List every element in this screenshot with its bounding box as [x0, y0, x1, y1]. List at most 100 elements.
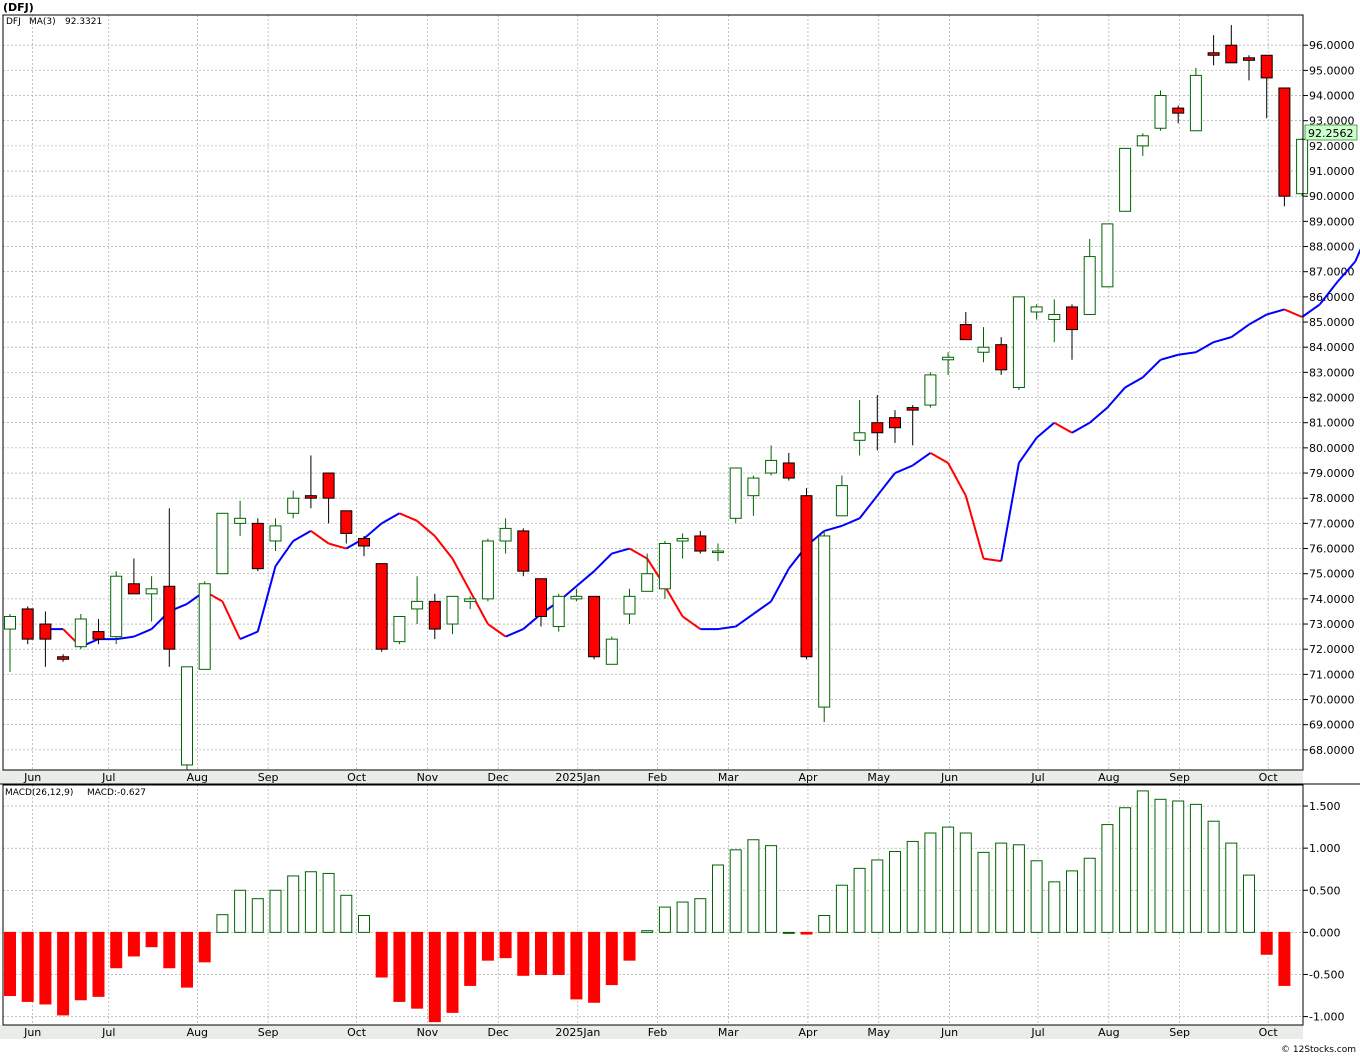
price-tick-label: 68.0000 [1309, 744, 1355, 757]
candle-body [835, 485, 848, 517]
x-tick-label: Apr [798, 771, 818, 784]
price-tick-label: 83.0000 [1309, 366, 1355, 379]
ma-segment [1248, 313, 1268, 326]
macd-bar [234, 889, 247, 933]
price-tick-label: 69.0000 [1309, 719, 1355, 732]
price-tick-label: 89.0000 [1309, 215, 1355, 228]
ma-segment [1089, 406, 1109, 424]
x-tick-label: Jul [101, 771, 115, 784]
x-tick-label: Mar [718, 771, 739, 784]
x-tick-label: Oct [347, 1026, 367, 1039]
x-tick-label: Dec [488, 1026, 509, 1039]
candle-body [517, 530, 530, 572]
ma-segment [116, 635, 135, 641]
x-tick-label: May [867, 771, 890, 784]
macd-bar [1243, 874, 1255, 933]
candle-body [1243, 57, 1255, 61]
macd-bar [782, 931, 795, 934]
ma-segment [469, 590, 489, 625]
candle-body [1154, 95, 1167, 129]
macd-bar [889, 851, 901, 933]
macd-bar [393, 931, 406, 1002]
macd-bar [163, 931, 176, 969]
ma-segment [717, 625, 736, 631]
macd-bar [1278, 931, 1291, 986]
macd-bar [1030, 860, 1043, 933]
candle [835, 475, 848, 517]
candle-body [1225, 44, 1238, 64]
candle-body [251, 522, 264, 570]
ma-segment [381, 512, 400, 525]
candle-body [92, 631, 105, 640]
macd-bar [1207, 820, 1220, 933]
candle-body [818, 535, 831, 708]
last-price-badge [1304, 124, 1358, 141]
candle-body [216, 512, 229, 575]
candle-body [694, 535, 707, 552]
x-tick-label: Jul [1030, 771, 1044, 784]
candle [1243, 55, 1255, 81]
x-tick-label: Mar [718, 1026, 739, 1039]
macd-bar [800, 931, 813, 935]
candle-body [1207, 52, 1220, 56]
candle-body [658, 543, 671, 590]
ma-segment [929, 452, 949, 464]
macd-bar [694, 898, 707, 933]
candle-body [871, 422, 884, 434]
ma-segment [575, 570, 595, 588]
candle [428, 593, 441, 640]
candle-body [641, 573, 654, 592]
candle [588, 595, 601, 660]
macd-bar [623, 931, 636, 961]
candle-body [959, 324, 972, 341]
ma-segment [1053, 421, 1073, 434]
candle-body [269, 525, 282, 542]
candle-body [411, 600, 424, 610]
ma-segment [858, 495, 879, 519]
candle-body [74, 618, 87, 648]
candle [1083, 238, 1096, 315]
x-tick-label: 2025Jan [555, 771, 600, 784]
candle [1012, 296, 1025, 390]
candle [21, 606, 34, 645]
candle [623, 588, 636, 625]
ma-segment [894, 464, 914, 474]
macd-bar [39, 931, 52, 1005]
candle-body [446, 595, 459, 625]
candle [446, 595, 459, 635]
candle [393, 615, 406, 645]
candle [1189, 67, 1202, 132]
candle [729, 467, 742, 524]
candle-body [782, 462, 795, 479]
ma-segment [912, 452, 931, 467]
price-tick-label: 90.0000 [1309, 190, 1355, 203]
candle-body [906, 407, 919, 411]
price-tick-label: 84.0000 [1309, 341, 1355, 354]
price-tick-label: 77.0000 [1309, 517, 1355, 530]
legend-ma-label: MA(3) [29, 17, 56, 27]
candle-body [145, 588, 158, 595]
candle [1136, 133, 1149, 156]
macd-bar [1048, 881, 1061, 933]
candle [906, 405, 919, 446]
macd-bar [1083, 857, 1096, 933]
ma-segment [1018, 437, 1038, 464]
price-tick-label: 96.0000 [1309, 39, 1355, 52]
ma-segment [328, 542, 347, 550]
candle-body [942, 356, 955, 361]
macd-bar [906, 840, 919, 933]
macd-bar [464, 931, 477, 986]
x-tick-label: Jun [940, 1026, 958, 1039]
macd-panel-frame [2, 784, 1304, 1026]
candle-body [163, 585, 176, 650]
candle-body [729, 467, 742, 519]
macd-bar [1066, 870, 1078, 933]
ma-segment [363, 522, 383, 540]
candle-body [765, 459, 778, 474]
macd-bar [605, 931, 618, 986]
price-tick-label: 73.0000 [1309, 618, 1355, 631]
ma-segment [1213, 336, 1232, 344]
candle [676, 533, 689, 559]
macd-bar [676, 901, 689, 933]
ma-segment [876, 472, 896, 497]
